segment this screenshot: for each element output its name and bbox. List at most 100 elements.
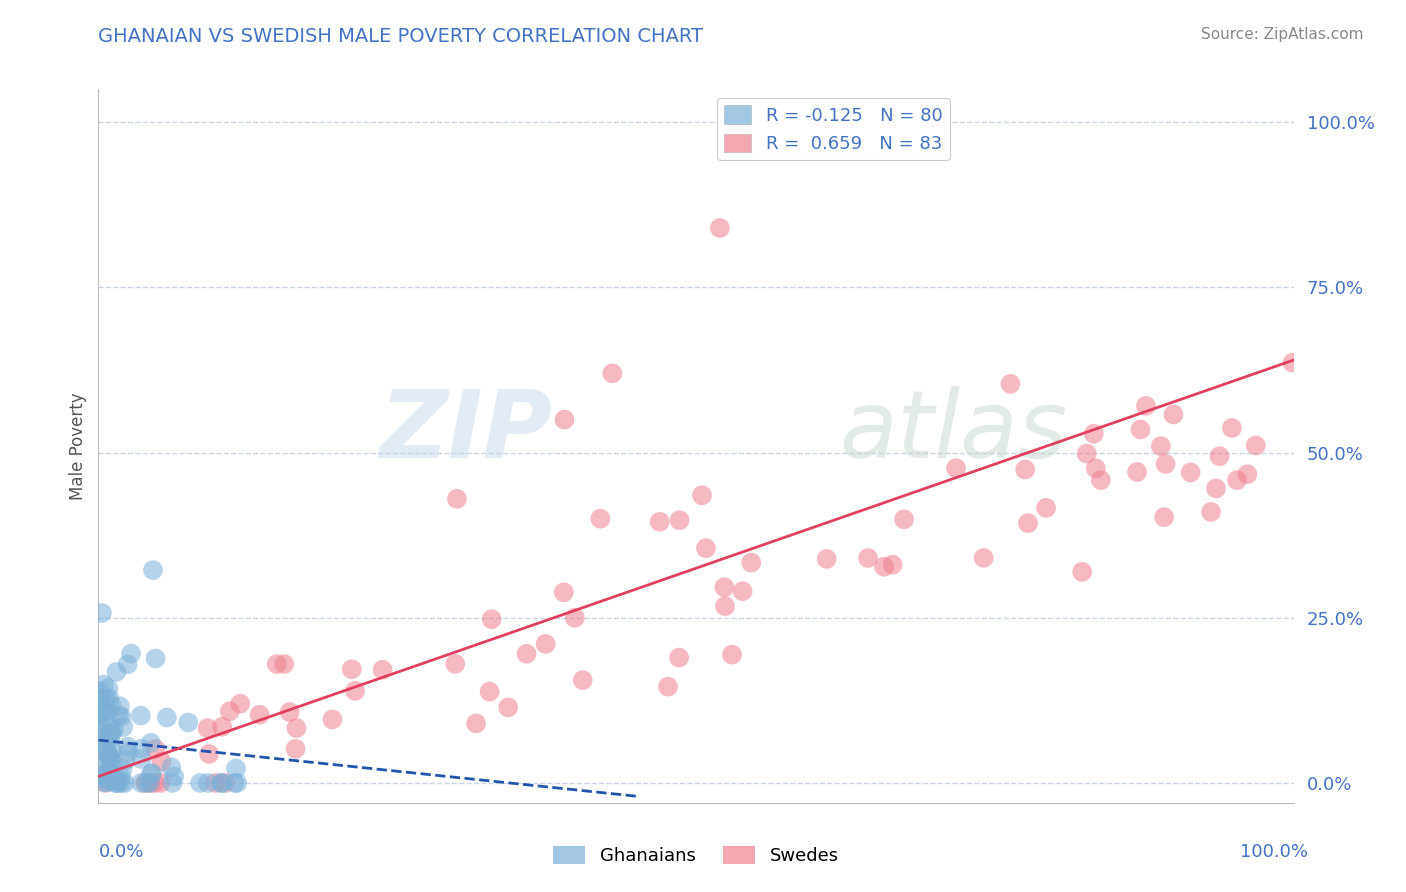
Point (446, 491, 468, 506)
Point (110, 770, 132, 784)
Point (145, 651, 167, 665)
Point (444, 657, 467, 671)
Point (249, 707, 271, 722)
Point (110, 776, 132, 790)
Point (657, 680, 679, 694)
Point (98, 732, 121, 747)
Point (481, 612, 503, 626)
Point (149, 776, 172, 790)
Point (97, 748, 120, 763)
Point (266, 657, 288, 671)
Point (114, 753, 136, 767)
Point (197, 721, 219, 735)
Point (87, 714, 110, 729)
Point (1035, 500, 1057, 515)
Point (321, 713, 343, 727)
Point (218, 704, 240, 718)
Legend: R = -0.125   N = 80, R =  0.659   N = 83: R = -0.125 N = 80, R = 0.659 N = 83 (717, 98, 950, 161)
Point (515, 647, 537, 661)
Point (564, 611, 586, 625)
Point (141, 766, 163, 780)
Point (96, 691, 118, 706)
Point (93, 678, 115, 692)
Point (107, 776, 129, 790)
Point (1090, 473, 1112, 487)
Point (89, 768, 111, 782)
Point (103, 723, 125, 737)
Point (163, 769, 186, 783)
Point (105, 665, 128, 679)
Point (534, 637, 557, 651)
Point (214, 776, 236, 790)
Point (97, 755, 120, 769)
Point (371, 663, 394, 677)
Point (648, 515, 671, 529)
Point (554, 412, 576, 426)
Point (100, 766, 122, 780)
Point (139, 776, 162, 790)
Point (104, 776, 127, 790)
Point (162, 776, 184, 790)
Point (101, 743, 124, 757)
Point (160, 760, 183, 774)
Point (1000, 376, 1022, 391)
Point (142, 563, 165, 577)
Point (1135, 399, 1157, 413)
Point (204, 776, 226, 790)
Y-axis label: Male Poverty: Male Poverty (69, 392, 87, 500)
Point (1205, 482, 1227, 496)
Point (90, 721, 112, 735)
Point (150, 755, 173, 769)
Point (100, 751, 122, 765)
Point (690, 488, 713, 502)
Point (91, 706, 114, 720)
Point (1014, 462, 1036, 476)
Point (1163, 408, 1185, 422)
Point (114, 776, 136, 790)
Point (135, 776, 157, 790)
Point (100, 725, 122, 739)
Point (97, 681, 120, 696)
Point (571, 673, 593, 687)
Point (273, 657, 295, 671)
Point (1180, 466, 1202, 480)
Point (96, 747, 118, 761)
Point (1208, 449, 1230, 463)
Point (731, 584, 754, 599)
Point (721, 648, 744, 662)
Point (101, 756, 124, 770)
Point (709, 221, 731, 235)
Point (91, 606, 114, 620)
Point (1153, 510, 1175, 524)
Point (98, 750, 121, 764)
Point (284, 742, 307, 756)
Point (129, 776, 152, 790)
Point (97, 772, 120, 786)
Point (856, 551, 879, 566)
Point (131, 741, 153, 756)
Point (1199, 505, 1222, 519)
Point (1281, 356, 1303, 370)
Point (131, 752, 153, 766)
Text: atlas: atlas (839, 386, 1067, 477)
Point (209, 776, 232, 790)
Point (344, 684, 367, 698)
Point (882, 558, 904, 572)
Point (188, 776, 211, 790)
Text: Source: ZipAtlas.com: Source: ZipAtlas.com (1201, 27, 1364, 42)
Point (97, 728, 120, 742)
Point (465, 716, 488, 731)
Point (98, 691, 121, 706)
Point (553, 585, 575, 599)
Point (112, 720, 135, 734)
Point (478, 684, 501, 698)
Point (226, 776, 249, 790)
Point (87, 730, 110, 744)
Point (285, 721, 308, 735)
Point (496, 700, 519, 714)
Point (225, 762, 247, 776)
Point (107, 772, 129, 787)
Point (91, 700, 114, 714)
Point (714, 599, 737, 614)
Point (108, 699, 131, 714)
